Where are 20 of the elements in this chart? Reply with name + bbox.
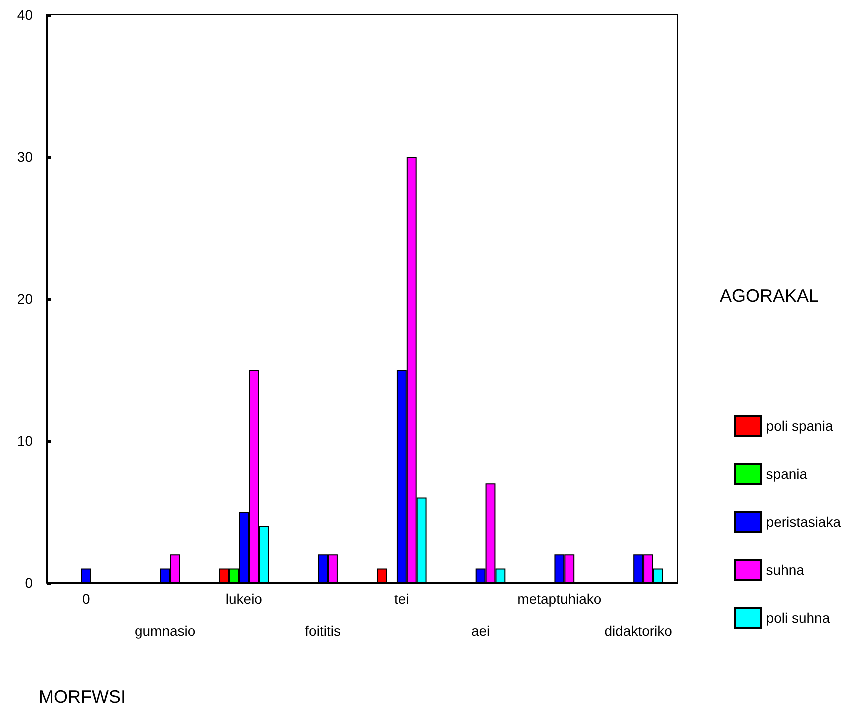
y-tick-label: 10 (17, 433, 34, 449)
legend-label: poli spania (766, 418, 834, 434)
x-tick-label: gumnasio (134, 623, 196, 639)
x-tick-label: lukeio (226, 591, 263, 607)
x-tick-label: tei (394, 591, 410, 607)
legend-label: suhna (766, 562, 805, 578)
y-tick-label: 40 (17, 7, 34, 23)
y-tick-label: 30 (17, 149, 34, 165)
x-tick-label: metaptuhiako (518, 591, 602, 607)
x-tick-label: foititis (305, 623, 341, 639)
legend-label: spania (766, 466, 808, 482)
x-tick-label: aei (471, 623, 490, 639)
y-tick-label: 20 (17, 291, 34, 307)
legend-title: AGORAKAL (720, 286, 820, 306)
x-tick-label: didaktoriko (604, 623, 673, 639)
x-axis-title: MORFWSI (39, 687, 126, 707)
legend-label: peristasiaka (766, 514, 842, 530)
y-tick-label: 0 (25, 575, 34, 591)
x-tick-label: 0 (82, 591, 91, 607)
legend-label: poli suhna (766, 610, 830, 626)
